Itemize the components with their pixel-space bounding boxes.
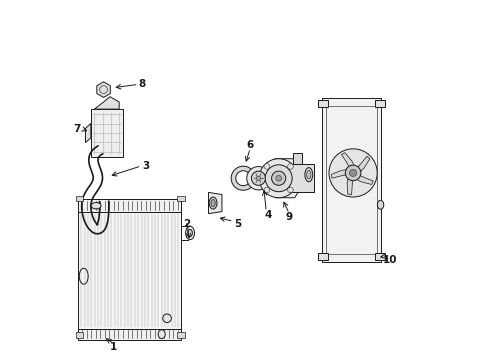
Ellipse shape xyxy=(209,197,217,209)
Ellipse shape xyxy=(307,170,311,179)
Circle shape xyxy=(264,187,270,193)
Bar xyxy=(289,164,314,192)
Ellipse shape xyxy=(188,229,193,237)
Polygon shape xyxy=(97,82,110,98)
Ellipse shape xyxy=(377,201,384,209)
Bar xyxy=(177,332,185,338)
Text: 9: 9 xyxy=(286,212,293,222)
Bar xyxy=(78,212,181,329)
Bar xyxy=(318,100,328,107)
Polygon shape xyxy=(95,97,119,109)
Ellipse shape xyxy=(186,226,195,240)
Polygon shape xyxy=(356,156,370,175)
Circle shape xyxy=(288,187,294,193)
Circle shape xyxy=(251,171,266,185)
Ellipse shape xyxy=(158,330,165,339)
Polygon shape xyxy=(331,169,351,178)
Polygon shape xyxy=(275,159,302,198)
Bar xyxy=(78,199,181,212)
Circle shape xyxy=(345,165,361,181)
Text: 8: 8 xyxy=(139,79,146,89)
Bar xyxy=(375,100,385,107)
Bar xyxy=(293,153,302,164)
Bar xyxy=(75,332,83,338)
Circle shape xyxy=(276,175,282,181)
Circle shape xyxy=(288,163,294,169)
Text: 6: 6 xyxy=(246,140,254,149)
Ellipse shape xyxy=(305,168,313,182)
Circle shape xyxy=(271,171,286,185)
Text: 7: 7 xyxy=(73,123,80,134)
Circle shape xyxy=(349,169,357,176)
Ellipse shape xyxy=(91,203,101,209)
Polygon shape xyxy=(85,123,91,143)
Bar xyxy=(177,196,185,201)
Bar xyxy=(75,196,83,201)
Circle shape xyxy=(264,163,270,169)
Text: 10: 10 xyxy=(383,255,397,265)
Polygon shape xyxy=(342,153,356,170)
Text: 2: 2 xyxy=(183,219,190,229)
Circle shape xyxy=(329,149,377,197)
Circle shape xyxy=(247,167,270,190)
Polygon shape xyxy=(208,192,222,214)
Bar xyxy=(322,99,381,261)
Circle shape xyxy=(259,159,298,198)
Bar xyxy=(91,109,122,157)
Polygon shape xyxy=(353,174,373,184)
Text: 1: 1 xyxy=(110,342,118,352)
Text: 5: 5 xyxy=(234,219,242,229)
Circle shape xyxy=(256,176,261,180)
Text: 4: 4 xyxy=(264,211,272,220)
Ellipse shape xyxy=(211,199,215,207)
Polygon shape xyxy=(347,174,353,195)
Circle shape xyxy=(265,165,292,192)
Bar xyxy=(375,253,385,260)
Bar xyxy=(326,105,377,255)
Bar xyxy=(318,253,328,260)
Text: 3: 3 xyxy=(142,161,149,171)
Bar xyxy=(78,329,181,339)
